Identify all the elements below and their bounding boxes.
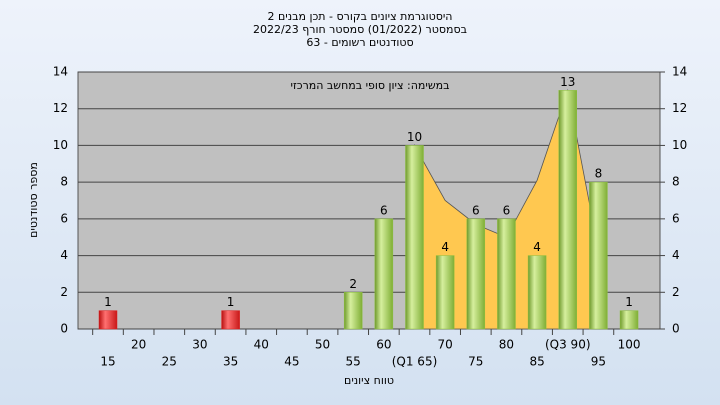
value-label: 8 — [595, 167, 603, 181]
y2-tick-label: 10 — [672, 138, 687, 152]
x-tick-label: 75 — [468, 355, 483, 369]
y-axis-label: מספר סטודנטים — [27, 162, 40, 238]
value-label: 6 — [503, 203, 511, 217]
x-tick-label: 20 — [131, 338, 146, 352]
y-tick-label: 12 — [53, 101, 68, 115]
y-tick-label: 14 — [53, 65, 68, 79]
value-label: 10 — [407, 130, 422, 144]
y2-tick-label: 6 — [672, 211, 680, 225]
title-line: סטודנטים רשומים - 63 — [306, 36, 413, 49]
y-tick-label: 0 — [60, 322, 68, 336]
y2-tick-label: 14 — [672, 65, 687, 79]
x-tick-label: 35 — [223, 355, 238, 369]
bar — [405, 145, 424, 330]
y-tick-label: 10 — [53, 138, 68, 152]
value-label: 6 — [472, 203, 480, 217]
x-tick-label: 45 — [284, 355, 299, 369]
y2-tick-label: 0 — [672, 322, 680, 336]
bar — [497, 218, 516, 330]
y-tick-label: 8 — [60, 175, 68, 189]
x-tick-label: 40 — [254, 338, 269, 352]
y2-tick-label: 8 — [672, 175, 680, 189]
x-tick-label: 95 — [591, 355, 606, 369]
value-label: 6 — [380, 203, 388, 217]
bar — [343, 292, 363, 330]
y-tick-label: 6 — [60, 211, 68, 225]
title-line: היסטוגרמת ציונים בקורס - תכן מבנים 2 — [268, 10, 453, 23]
value-label: 4 — [441, 240, 449, 254]
title-line: בסמסטר (01/2022) סמסטר חורף 2022/23 — [253, 23, 467, 36]
x-tick-label: 25 — [162, 355, 177, 369]
value-label: 2 — [349, 277, 357, 291]
y-tick-label: 2 — [60, 285, 68, 299]
value-label: 1 — [104, 295, 112, 309]
x-tick-label: 55 — [346, 355, 361, 369]
x-tick-label: 50 — [315, 338, 330, 352]
x-tick-label: (Q1 65) — [392, 355, 438, 369]
bar — [619, 310, 639, 330]
bar — [558, 90, 577, 330]
value-label: 1 — [227, 295, 235, 309]
bar — [374, 218, 394, 330]
bar — [221, 310, 240, 330]
annotation: במשימה: ציון סופי במחשב המרכזי — [290, 79, 449, 92]
y2-tick-label: 2 — [672, 285, 680, 299]
x-tick-label: 85 — [529, 355, 544, 369]
x-tick-label: 80 — [499, 338, 514, 352]
value-label: 1 — [625, 295, 633, 309]
bar — [466, 218, 486, 330]
bar — [435, 255, 455, 330]
value-label: 13 — [560, 75, 575, 89]
x-axis-label: טווח ציונים — [344, 374, 394, 387]
y2-tick-label: 12 — [672, 101, 687, 115]
bar — [589, 181, 608, 330]
x-tick-label: 30 — [192, 338, 207, 352]
x-tick-label: 60 — [376, 338, 391, 352]
value-label: 4 — [533, 240, 541, 254]
y-tick-label: 4 — [60, 248, 68, 262]
x-tick-label: 15 — [100, 355, 115, 369]
bar — [527, 255, 547, 330]
y2-tick-label: 4 — [672, 248, 680, 262]
x-tick-label: (Q3 90) — [545, 338, 591, 352]
bar — [98, 310, 118, 330]
x-tick-label: 70 — [438, 338, 453, 352]
x-tick-label: 100 — [618, 338, 641, 352]
